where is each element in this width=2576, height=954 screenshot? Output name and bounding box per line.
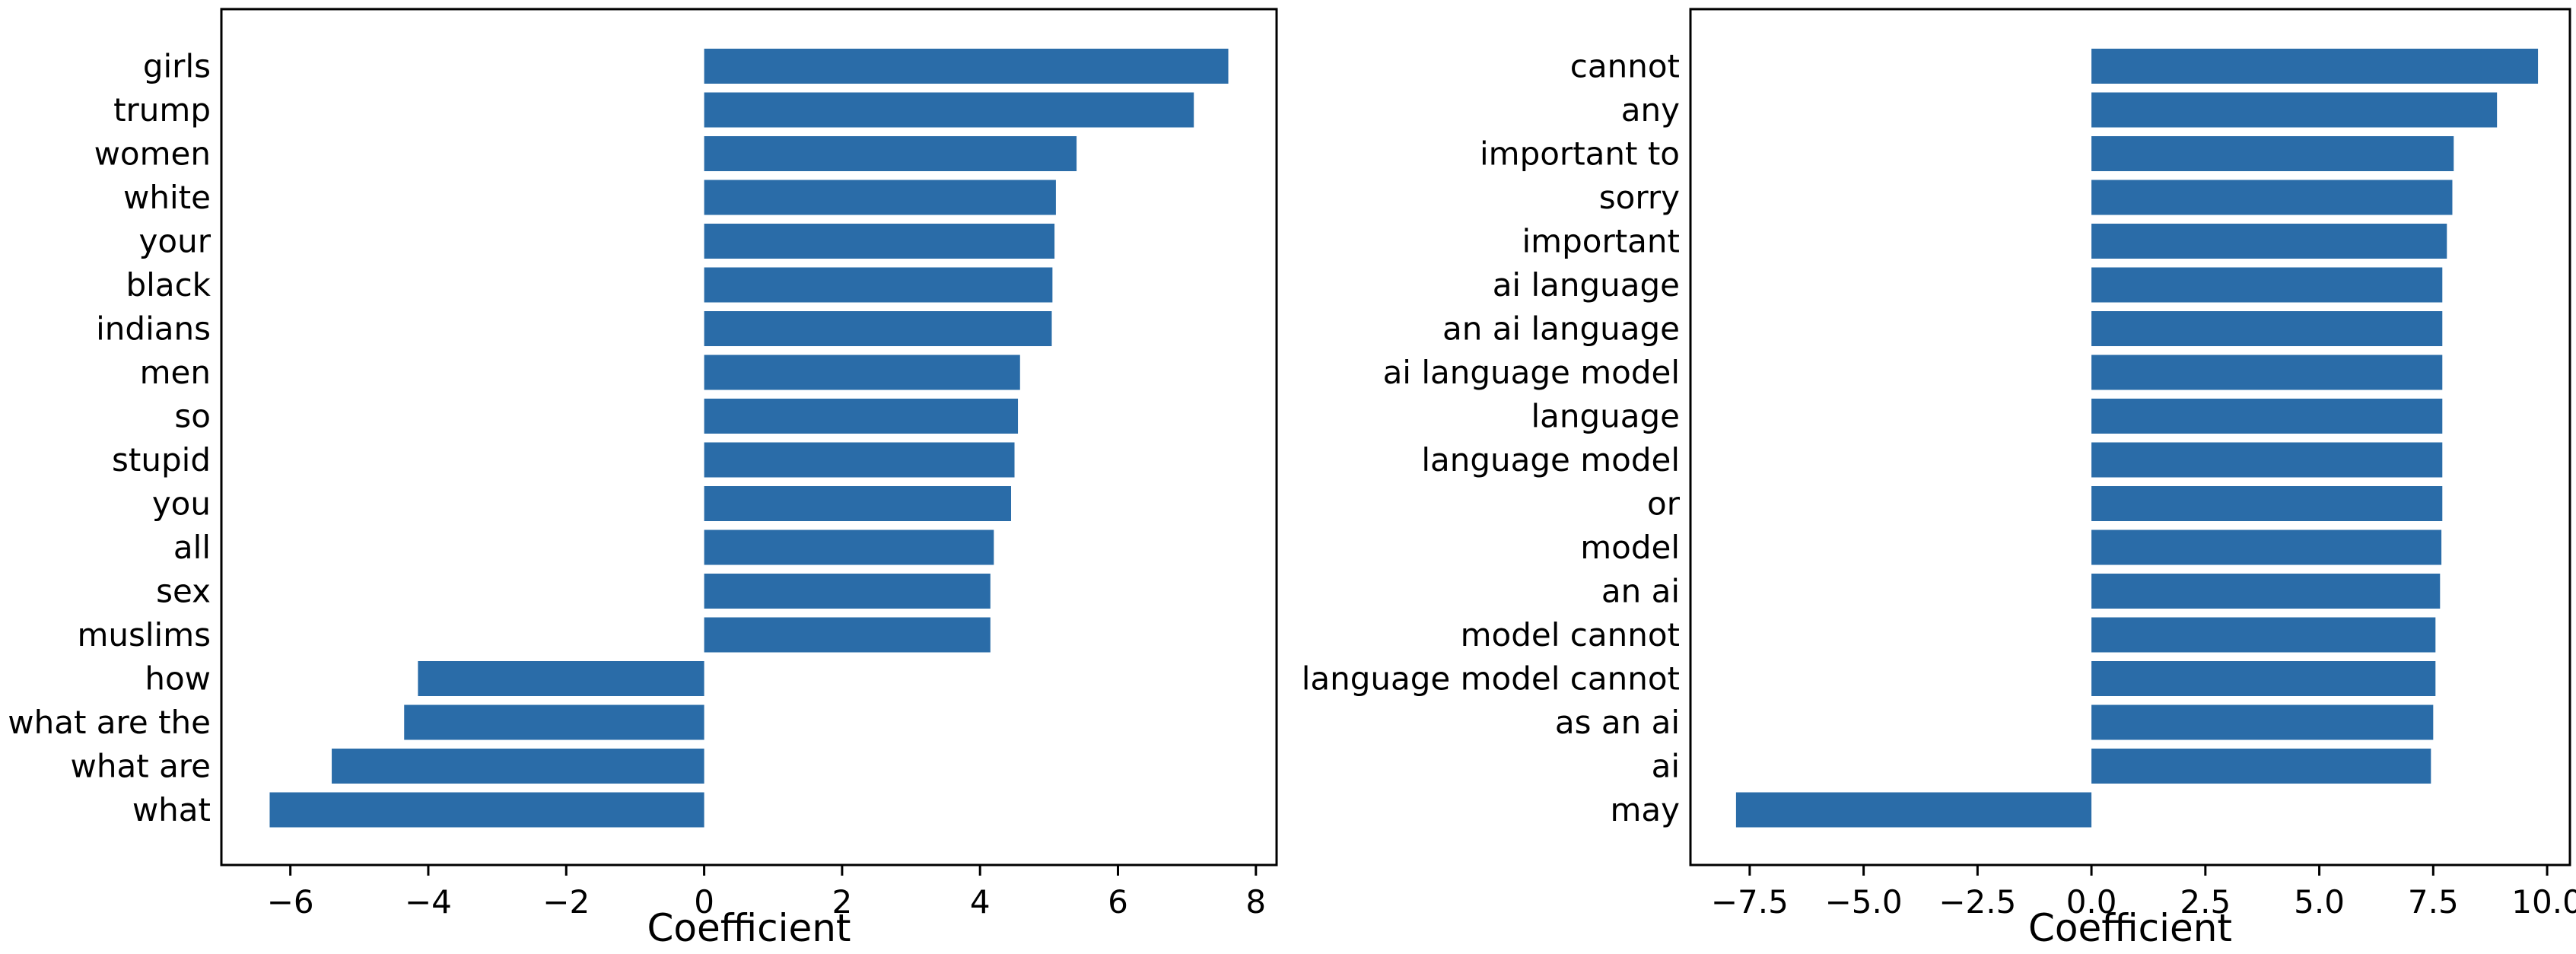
category-label: language	[1531, 398, 1680, 435]
bar-model	[2091, 529, 2442, 565]
bar-what	[269, 792, 704, 828]
x-tick-label: −5.0	[1825, 883, 1903, 921]
x-tick-label: 2.5	[2180, 883, 2231, 921]
x-tick-label: 5.0	[2294, 883, 2345, 921]
bar-muslims	[704, 617, 991, 653]
bar-what-are-the	[404, 704, 704, 740]
bar-stupid	[704, 442, 1015, 478]
bar-trump	[704, 92, 1194, 128]
bar-girls	[704, 49, 1229, 84]
x-tick-label: −7.5	[1711, 883, 1789, 921]
bar-your	[704, 224, 1055, 259]
bar-language-model	[2091, 442, 2443, 478]
bar-sorry	[2091, 180, 2453, 215]
category-label: your	[139, 223, 211, 260]
category-label: so	[174, 398, 211, 435]
bar-women	[704, 136, 1077, 171]
bar-model-cannot	[2091, 617, 2436, 653]
category-label: or	[1647, 485, 1681, 523]
x-tick-label: 0.0	[2066, 883, 2117, 921]
bar-white	[704, 180, 1056, 215]
category-label: women	[94, 135, 211, 173]
bar-how	[418, 661, 704, 696]
bar-black	[704, 267, 1053, 303]
bar-ai-language	[2091, 267, 2443, 303]
left-chart-panel: girls trump women white your black indians men s…	[8, 8, 1278, 950]
category-label: model	[1580, 529, 1680, 566]
category-label: what are	[71, 748, 211, 785]
bar-language	[2091, 399, 2443, 434]
bar-as-an-ai	[2091, 704, 2434, 740]
category-label: white	[123, 179, 211, 216]
bar-language-model-cannot	[2091, 661, 2436, 696]
x-tick-label: 10.0	[2511, 883, 2576, 921]
category-label: important to	[1480, 135, 1680, 173]
category-label: an ai language	[1442, 310, 1680, 348]
category-label: indians	[96, 310, 211, 348]
x-tick-label: −2.5	[1938, 883, 2016, 921]
bar-so	[704, 399, 1019, 434]
category-label: an ai	[1601, 573, 1680, 610]
category-label: sex	[156, 573, 211, 610]
category-label: ai language	[1493, 266, 1680, 304]
plot-frame	[1689, 8, 2571, 867]
bar-important-to	[2091, 136, 2454, 171]
bar-all	[704, 529, 994, 565]
bar-an-ai-language	[2091, 311, 2443, 346]
bar-men	[704, 355, 1020, 390]
category-label: language model cannot	[1302, 660, 1680, 698]
x-tick-label: −2	[542, 883, 590, 921]
bar-cannot	[2091, 49, 2539, 84]
category-label: muslims	[77, 616, 211, 653]
category-label: stupid	[112, 441, 211, 479]
x-tick-label: 2	[832, 883, 853, 921]
category-label: important	[1522, 223, 1681, 260]
x-tick-label: 8	[1245, 883, 1266, 921]
bar-may	[1735, 792, 2092, 828]
x-axis-title: Coefficient	[2028, 906, 2232, 950]
bar-ai-language-model	[2091, 355, 2443, 390]
category-label: model cannot	[1461, 616, 1680, 653]
bar-ai	[2091, 749, 2431, 784]
x-axis-title: Coefficient	[647, 906, 851, 950]
x-tick-label: −6	[267, 883, 314, 921]
category-label: as an ai	[1555, 704, 1680, 741]
category-label: any	[1621, 91, 1680, 129]
category-label: what are the	[8, 704, 211, 741]
x-tick-label: 0	[694, 883, 714, 921]
category-label: language model	[1421, 441, 1680, 479]
category-label: cannot	[1570, 48, 1680, 85]
category-label: may	[1610, 791, 1680, 828]
bar-or	[2091, 486, 2443, 521]
bar-what-are	[332, 749, 704, 784]
category-label: how	[145, 660, 211, 698]
category-label: black	[126, 266, 211, 304]
bar-an-ai	[2091, 574, 2441, 609]
x-tick-label: 6	[1108, 883, 1128, 921]
x-tick-label: 4	[970, 883, 991, 921]
category-label: men	[140, 354, 211, 391]
bar-you	[704, 486, 1011, 521]
right-chart-panel: cannot any important to sorry important ai la…	[1302, 8, 2576, 950]
plot-frame	[220, 8, 1278, 867]
x-tick-label: 7.5	[2408, 883, 2459, 921]
bar-sex	[704, 574, 991, 609]
category-label: all	[173, 529, 211, 566]
category-label: ai	[1652, 748, 1680, 785]
category-label: what	[132, 791, 211, 828]
category-label: trump	[113, 91, 211, 129]
category-label: sorry	[1599, 179, 1680, 216]
category-label: you	[152, 485, 211, 523]
bar-any	[2091, 92, 2498, 128]
x-tick-label: −4	[405, 883, 452, 921]
category-label: ai language model	[1383, 354, 1680, 391]
bar-important	[2091, 224, 2447, 259]
bar-indians	[704, 311, 1052, 346]
category-label: girls	[143, 48, 211, 85]
